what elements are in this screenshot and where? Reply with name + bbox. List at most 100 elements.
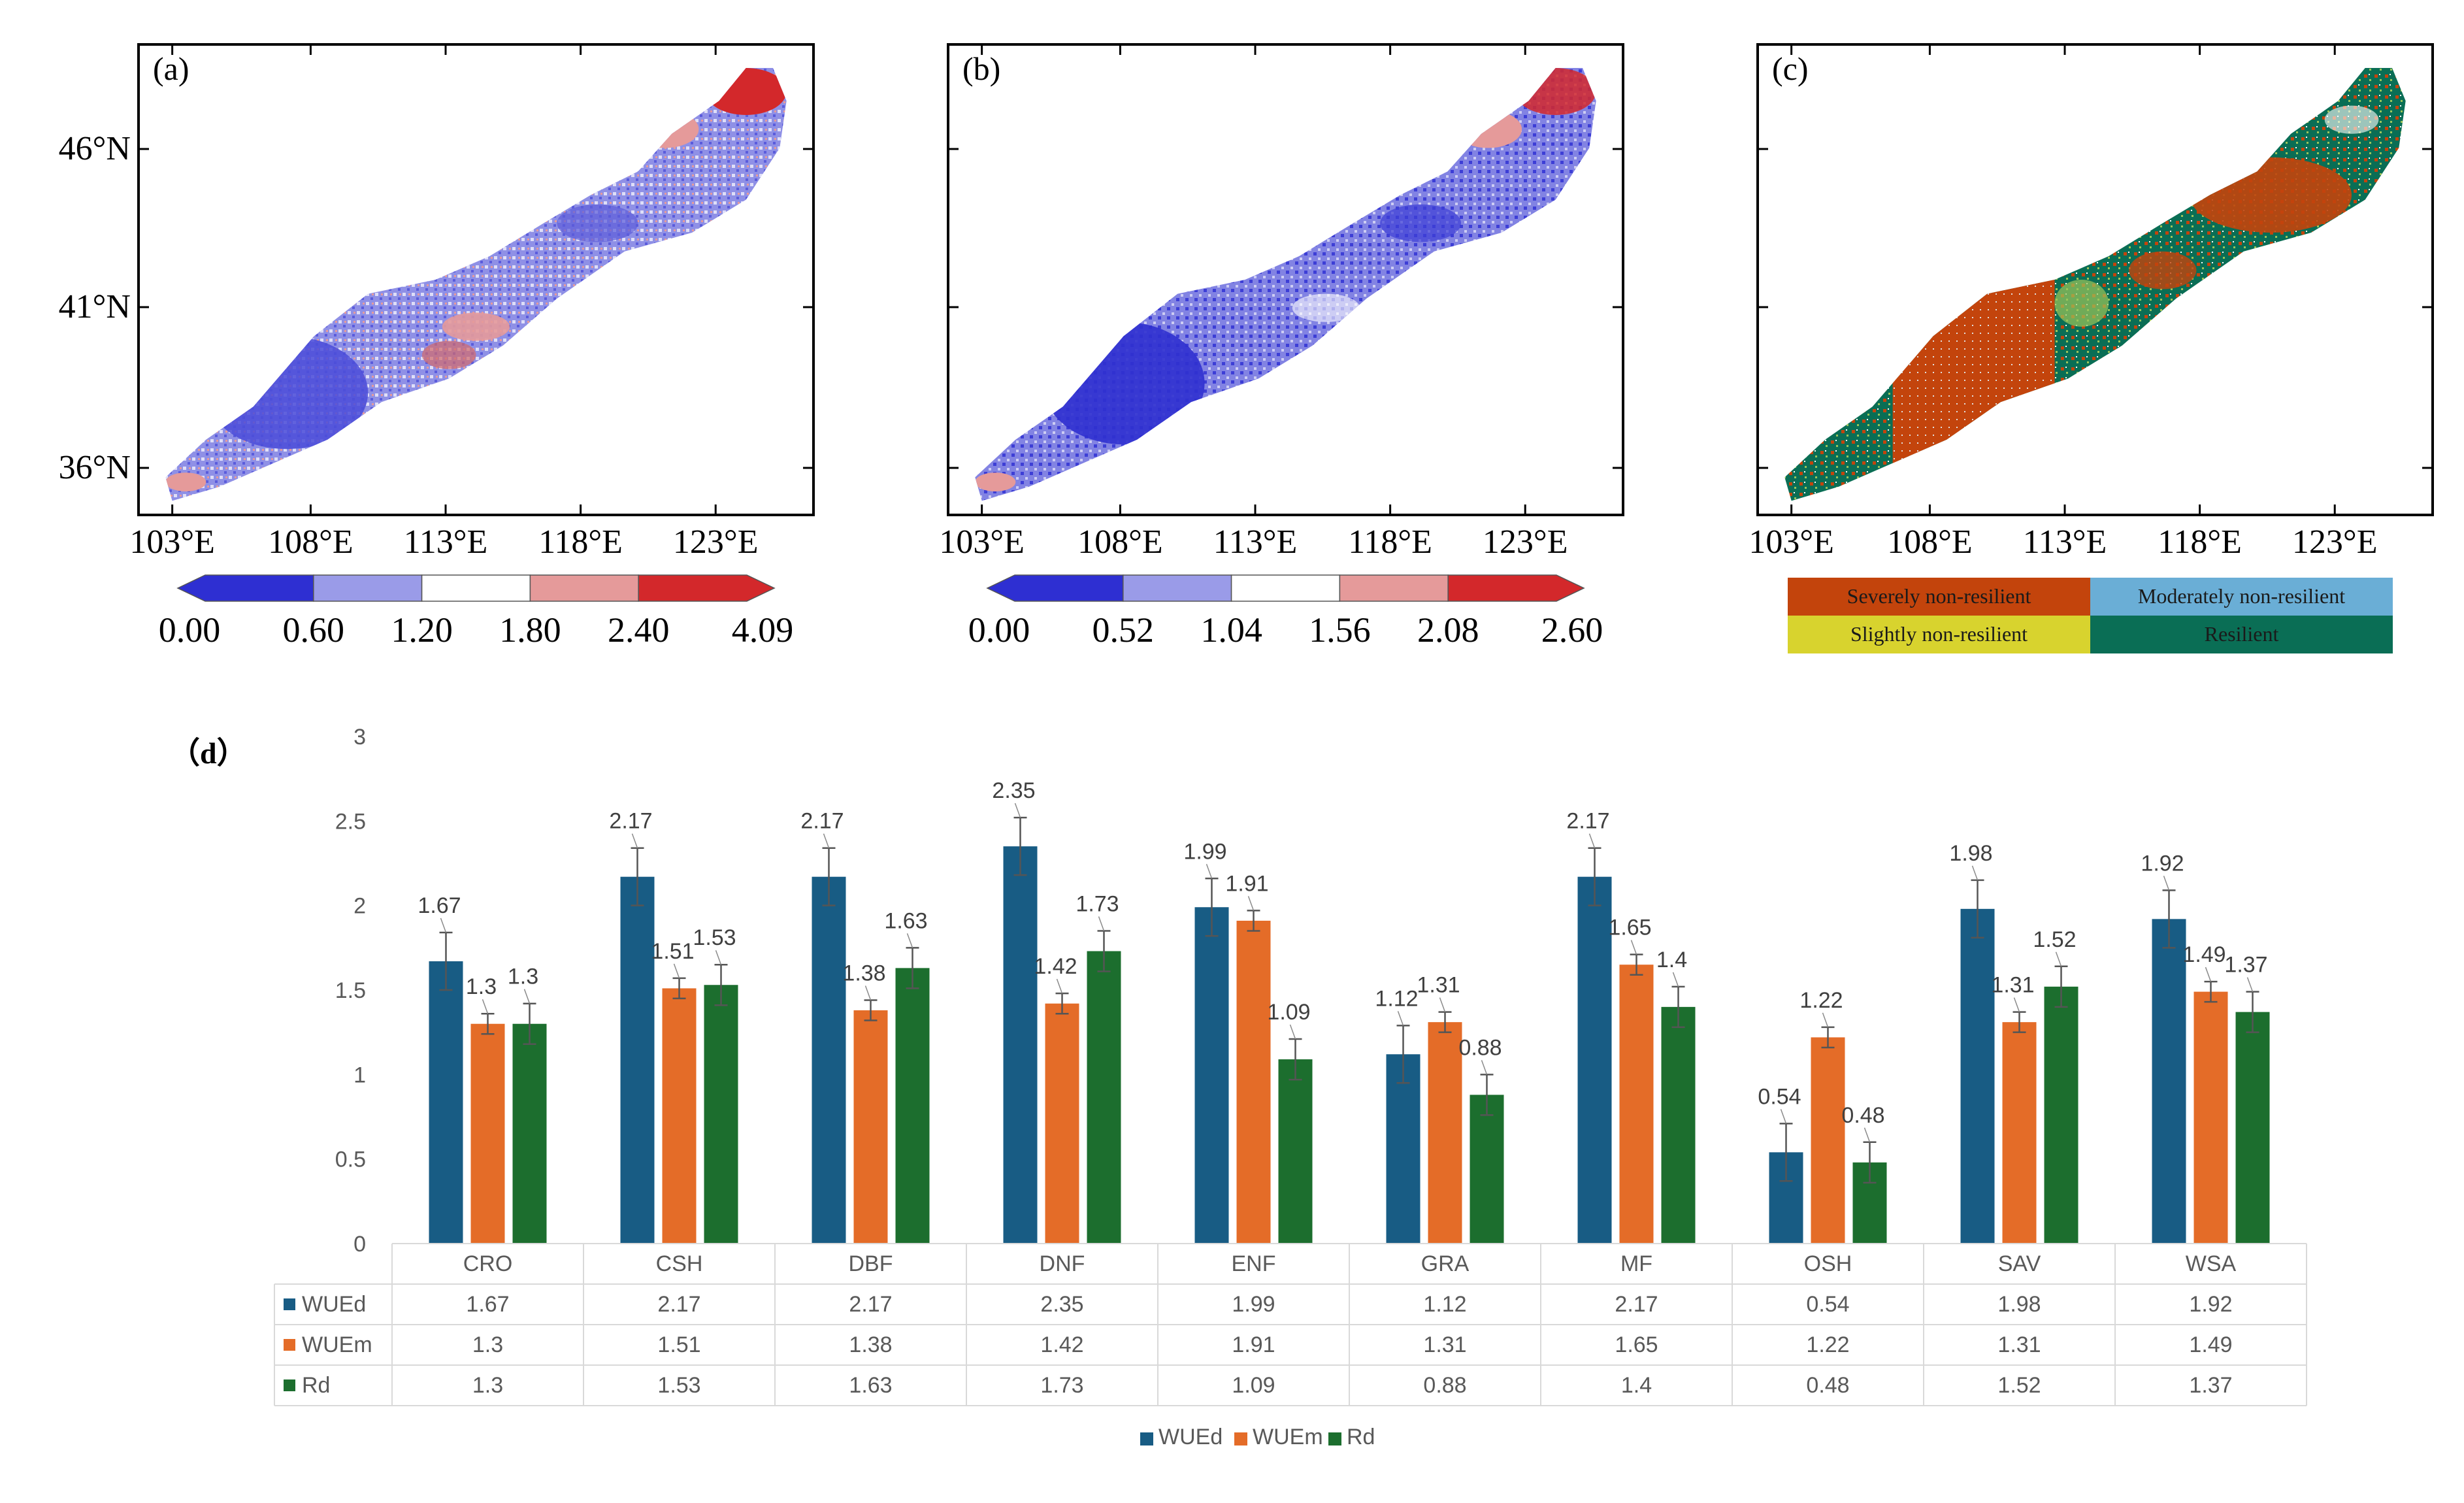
resilience-legend: Severely non-resilient Moderately non-res… bbox=[1788, 578, 2393, 653]
map-panel-2: (b) 103°E 108°E 113°E 118°E 123°E 0.00 0.52 1.04… bbox=[939, 43, 1624, 650]
lat-label: 41°N bbox=[59, 288, 131, 325]
colorbar-tick-label: 1.80 bbox=[499, 610, 561, 650]
data-label: 1.31 bbox=[1991, 973, 2034, 998]
legend-label: Slightly non-resilient bbox=[1850, 622, 2028, 646]
data-label: 1.98 bbox=[1949, 841, 1992, 866]
bars: 1.67 1.3 1.3 2.17 1.511.53 2.17 1.38 1.63 2.35 1.… bbox=[418, 778, 2270, 1244]
table-cell: 1.65 bbox=[1615, 1332, 1658, 1357]
lat-label: 36°N bbox=[59, 449, 131, 486]
data-label: 0.88 bbox=[1458, 1035, 1502, 1060]
y-axis-ticks: 0 0.5 1 1.5 2 2.5 3 bbox=[335, 725, 366, 1257]
legend-swatch bbox=[1328, 1432, 1341, 1445]
table-cell: 1.09 bbox=[1232, 1373, 1275, 1398]
data-label-leader bbox=[1098, 916, 1105, 931]
bar-Rd-WSA bbox=[2235, 1012, 2270, 1244]
data-label-leader bbox=[2163, 876, 2170, 891]
map-frame bbox=[947, 43, 1624, 516]
data-label: 1.65 bbox=[1608, 916, 1651, 940]
category-label: CRO bbox=[463, 1251, 513, 1276]
map-panel-1: (a) 46°N 41°N 36°N 103°E 108°E 113°E 118°E 123°E… bbox=[59, 43, 815, 650]
data-label: 1.3 bbox=[466, 974, 497, 999]
bar-WUEm-SAV bbox=[2002, 1022, 2037, 1244]
bar-WUEm-WSA bbox=[2193, 991, 2228, 1244]
data-label-leader bbox=[2246, 977, 2254, 992]
lon-label: 118°E bbox=[2158, 523, 2242, 561]
colorbar-tick-label: 2.08 bbox=[1417, 610, 1479, 650]
data-label: 1.4 bbox=[1656, 948, 1687, 972]
colorbar-segment bbox=[1123, 574, 1232, 602]
table-cell: 1.99 bbox=[1232, 1292, 1275, 1317]
map-region-patch bbox=[165, 472, 206, 491]
lon-label: 108°E bbox=[1077, 523, 1163, 561]
data-label-leader bbox=[1481, 1060, 1488, 1075]
map-region-patch bbox=[1892, 256, 2055, 468]
data-label-leader bbox=[1588, 833, 1596, 848]
category-label: DNF bbox=[1040, 1251, 1085, 1276]
data-label: 1.52 bbox=[2033, 927, 2076, 952]
panel-label: (a) bbox=[153, 50, 189, 87]
map-region-patch bbox=[2324, 105, 2379, 134]
table-cell: 2.17 bbox=[657, 1292, 700, 1317]
colorbar-tick-label: 1.04 bbox=[1200, 610, 1262, 650]
lon-label: 118°E bbox=[1348, 523, 1432, 561]
data-label-leader bbox=[482, 999, 489, 1014]
colorbar-tick-label: 1.56 bbox=[1309, 610, 1371, 650]
bar-Rd-SAV bbox=[2044, 986, 2078, 1244]
bar-chart: （d） 00.511.522.53 1.671.3 1.32.171.511.53… bbox=[170, 725, 2307, 1449]
lon-label: 123°E bbox=[2292, 523, 2378, 561]
bar-Rd-DBF bbox=[895, 968, 930, 1244]
bar-Rd-CRO bbox=[512, 1023, 547, 1244]
map-region-patch bbox=[975, 472, 1016, 491]
map-region-patch bbox=[1380, 204, 1462, 242]
data-label: 1.53 bbox=[693, 925, 736, 950]
bar-Rd-MF bbox=[1661, 1006, 1696, 1244]
bar-WUEm-GRA bbox=[1428, 1022, 1462, 1244]
data-label: 2.17 bbox=[800, 809, 844, 834]
data-label: 1.38 bbox=[842, 961, 885, 986]
data-label-leader bbox=[1439, 997, 1446, 1012]
legend-swatch bbox=[1234, 1432, 1247, 1445]
data-label-leader bbox=[2055, 951, 2062, 967]
y-tick-label: 0.5 bbox=[335, 1148, 366, 1172]
table-series-label: WUEd bbox=[302, 1292, 366, 1317]
table-cell: 1.53 bbox=[657, 1373, 700, 1398]
map-region-patch bbox=[2129, 251, 2197, 289]
table-series-swatch bbox=[284, 1298, 295, 1310]
bar-WUEm-CSH bbox=[662, 988, 697, 1244]
table-cell: 1.3 bbox=[472, 1373, 503, 1398]
y-tick-label: 1 bbox=[353, 1063, 366, 1087]
data-label-leader bbox=[1672, 972, 1679, 987]
data-label: 1.09 bbox=[1267, 1000, 1310, 1025]
map-region-patch bbox=[442, 312, 510, 341]
map-region-patch bbox=[2054, 280, 2109, 327]
bar-Rd-DNF bbox=[1087, 951, 1121, 1244]
map-region-patch bbox=[1292, 293, 1360, 322]
lon-label: 103°E bbox=[939, 523, 1025, 561]
bar-WUEd-WSA bbox=[2152, 919, 2186, 1244]
legend-swatch bbox=[1788, 616, 2090, 653]
colorbar-segment bbox=[176, 574, 314, 602]
table-cell: 1.67 bbox=[466, 1292, 509, 1317]
legend-label: WUEm bbox=[1253, 1425, 1323, 1449]
lon-label: 123°E bbox=[673, 523, 759, 561]
colorbar-tick-label: 0.60 bbox=[283, 610, 345, 650]
panel-label: (c) bbox=[1772, 50, 1809, 87]
colorbar-segment bbox=[638, 574, 776, 602]
colorbar-segment bbox=[1339, 574, 1449, 602]
table-series-swatch bbox=[284, 1339, 295, 1351]
colorbar-tick-label: 2.60 bbox=[1541, 610, 1603, 650]
bar-WUEm-DBF bbox=[853, 1010, 888, 1244]
lon-label: 113°E bbox=[1213, 523, 1298, 561]
data-label: 1.3 bbox=[508, 965, 538, 989]
category-label: CSH bbox=[656, 1251, 703, 1276]
colorbar-segment bbox=[529, 574, 639, 602]
table-cell: 2.17 bbox=[1615, 1292, 1658, 1317]
table-cell: 1.31 bbox=[1997, 1332, 2041, 1357]
data-label-leader bbox=[906, 933, 913, 948]
lon-label: 113°E bbox=[2023, 523, 2107, 561]
data-label: 1.99 bbox=[1183, 839, 1226, 864]
colorbar: 0.00 0.52 1.04 1.56 2.08 2.60 bbox=[968, 574, 1603, 650]
data-label-leader bbox=[1780, 1109, 1787, 1124]
table-cell: 1.12 bbox=[1423, 1292, 1466, 1317]
